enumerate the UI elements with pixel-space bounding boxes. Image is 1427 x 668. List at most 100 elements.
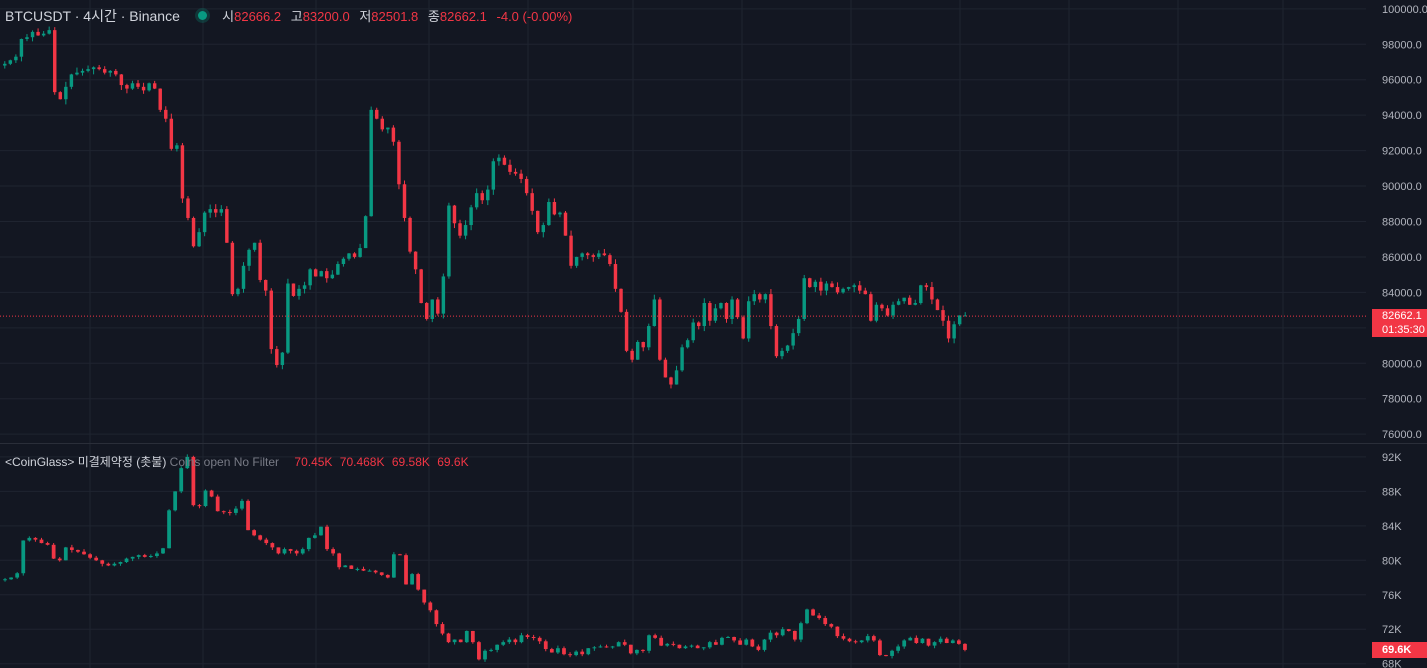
oi-candle-body bbox=[373, 570, 378, 573]
price-candle-body bbox=[197, 232, 201, 247]
oi-candle-body bbox=[428, 602, 433, 611]
price-candle-body bbox=[30, 31, 35, 38]
oi-candle-body bbox=[829, 624, 834, 627]
price-candle-body bbox=[202, 212, 207, 233]
oi-candle-body bbox=[902, 640, 907, 647]
price-candle-body bbox=[58, 92, 63, 100]
price-candle-body bbox=[957, 315, 962, 325]
price-candle-body bbox=[907, 297, 912, 305]
oi-candle-body bbox=[823, 618, 828, 625]
oi-candle-body bbox=[865, 636, 870, 641]
price-candle-body bbox=[497, 157, 501, 162]
oi-candle-body bbox=[914, 637, 919, 644]
price-candle-body bbox=[14, 56, 18, 61]
price-candle-body bbox=[436, 299, 440, 314]
oi-candle-body bbox=[155, 553, 159, 556]
price-candle-body bbox=[774, 326, 779, 357]
price-candle-body bbox=[597, 253, 601, 257]
price-candle-body bbox=[136, 83, 140, 87]
oi-candle-body bbox=[458, 639, 463, 643]
oi-axis-tick-label: 68K bbox=[1382, 659, 1402, 668]
oi-candle-body bbox=[841, 636, 846, 639]
oi-candle-body bbox=[653, 635, 657, 638]
price-candle-body bbox=[219, 209, 224, 213]
oi-candle-body bbox=[385, 574, 390, 578]
price-candle-body bbox=[164, 109, 168, 119]
price-candle-body bbox=[785, 345, 790, 351]
oi-candle-body bbox=[300, 549, 305, 554]
price-candle-body bbox=[658, 299, 662, 360]
price-candle-body bbox=[613, 264, 618, 289]
indicator-name[interactable]: <CoinGlass> 미결제약정 (촛불) bbox=[5, 455, 167, 469]
price-candle-body bbox=[563, 212, 568, 236]
price-axis-tick-label: 98000.0 bbox=[1382, 39, 1422, 51]
oi-candle-body bbox=[695, 645, 700, 649]
price-candle-body bbox=[330, 274, 335, 279]
oi-candle-body bbox=[355, 568, 360, 570]
price-candle-body bbox=[397, 141, 401, 185]
price-candle-body bbox=[258, 242, 262, 280]
price-axis-tick-label: 78000.0 bbox=[1382, 394, 1422, 406]
oi-candle-body bbox=[82, 551, 86, 555]
price-axis-tick-label: 100000.0 bbox=[1382, 4, 1427, 16]
oi-candle-body bbox=[592, 647, 597, 649]
price-candle-body bbox=[663, 359, 668, 378]
oi-axis-tick-label: 76K bbox=[1382, 590, 1402, 602]
low-value: 82501.8 bbox=[371, 9, 419, 24]
oi-candle-body bbox=[665, 643, 670, 646]
oi-candle-body bbox=[148, 556, 153, 557]
price-candle-body bbox=[313, 269, 318, 277]
oi-candle-body bbox=[367, 570, 372, 572]
price-candle-body bbox=[746, 301, 751, 339]
indicator-close: 69.6K bbox=[437, 455, 469, 469]
oi-candle-body bbox=[434, 610, 439, 625]
oi-candle-body bbox=[276, 547, 281, 554]
oi-candle-body bbox=[726, 636, 730, 638]
price-axis-tick-label: 92000.0 bbox=[1382, 146, 1422, 158]
price-candle-body bbox=[758, 294, 762, 300]
price-candle-body bbox=[230, 242, 235, 295]
price-candle-body bbox=[325, 271, 329, 279]
price-candle-body bbox=[941, 310, 945, 321]
price-candle-body bbox=[852, 285, 856, 288]
price-candle-body bbox=[486, 189, 490, 201]
price-candle-body bbox=[730, 299, 734, 319]
chart-legend: BTCUSDT · 4시간 · Binance 시82666.2 고83200.… bbox=[5, 6, 578, 26]
price-candle-body bbox=[702, 303, 707, 327]
price-candle-body bbox=[808, 278, 812, 288]
price-candle-body bbox=[441, 276, 446, 314]
oi-candle-body bbox=[713, 642, 718, 645]
price-candle-body bbox=[191, 217, 196, 247]
indicator-params: Coins open No Filter bbox=[169, 455, 280, 469]
oi-candle-body bbox=[404, 555, 408, 585]
oi-candle-body bbox=[562, 648, 566, 655]
oi-candle-body bbox=[470, 630, 475, 643]
price-candle-body bbox=[114, 70, 118, 75]
price-candle-body bbox=[691, 322, 695, 341]
price-candle-body bbox=[846, 287, 851, 289]
oi-candle-body bbox=[762, 639, 767, 650]
oi-candle-body bbox=[513, 639, 518, 643]
price-candle-body bbox=[469, 207, 473, 226]
price-candle-body bbox=[424, 303, 429, 319]
price-candle-body bbox=[891, 304, 895, 316]
oi-candle-body bbox=[835, 626, 840, 637]
price-candle-body bbox=[175, 145, 179, 149]
oi-candle-body bbox=[252, 530, 257, 536]
oi-candle-body bbox=[361, 568, 366, 571]
price-candle-body bbox=[552, 202, 557, 215]
price-candle-body bbox=[463, 225, 468, 236]
price-candle-body bbox=[719, 303, 723, 309]
oi-candle-body bbox=[112, 563, 117, 566]
oi-candle-body bbox=[234, 508, 238, 513]
price-candle-body bbox=[519, 173, 523, 179]
symbol-title[interactable]: BTCUSDT · 4시간 · Binance bbox=[5, 8, 180, 24]
price-candle-body bbox=[297, 288, 301, 296]
oi-candle-body bbox=[416, 574, 421, 590]
close-label: 종 bbox=[427, 9, 440, 24]
price-candle-body bbox=[186, 198, 190, 218]
oi-candle-body bbox=[489, 649, 493, 651]
price-candle-body bbox=[796, 318, 801, 334]
price-candle-body bbox=[8, 60, 13, 64]
